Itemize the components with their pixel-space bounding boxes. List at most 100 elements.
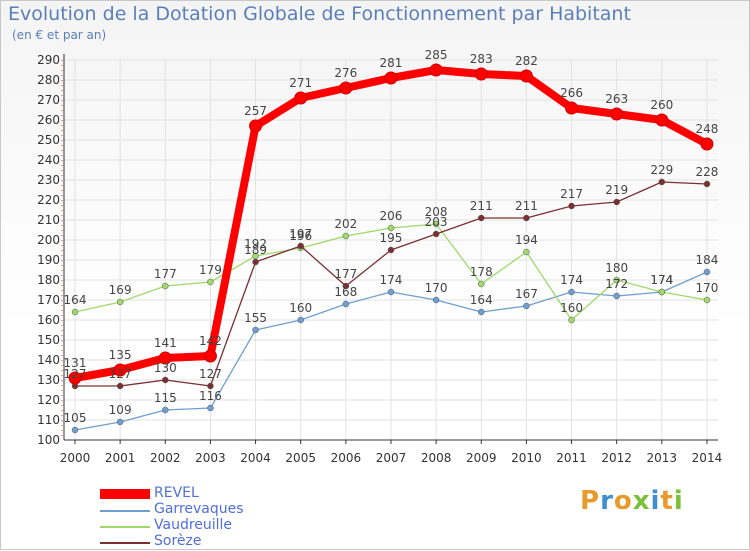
data-label-vaudreuille-2000: 164 [64, 293, 87, 307]
point-revel-2003 [203, 349, 217, 363]
data-label-garrevaques-2001: 109 [109, 403, 132, 417]
x-tick-label: 2007 [376, 451, 407, 465]
logo-letter: r [600, 486, 614, 516]
x-tick-label: 2013 [647, 451, 678, 465]
data-label-soreze-2005: 197 [289, 227, 312, 241]
data-label-revel-2004: 257 [244, 104, 267, 118]
y-tick-label: 230 [37, 173, 60, 187]
point-garrevaques-2011 [568, 288, 575, 296]
data-label-revel-2007: 281 [380, 56, 403, 70]
point-soreze-2005 [297, 242, 304, 250]
legend-swatch-revel [100, 489, 150, 499]
data-label-revel-2012: 263 [605, 92, 628, 106]
data-label-revel-2014: 248 [696, 122, 719, 136]
logo-letter: x [632, 486, 651, 516]
y-tick-label: 150 [37, 333, 60, 347]
point-garrevaques-2012 [613, 292, 620, 300]
point-revel-2012 [610, 107, 624, 121]
x-tick-label: 2012 [601, 451, 632, 465]
logo-letter: i [673, 486, 684, 516]
data-label-soreze-2012: 219 [605, 183, 628, 197]
data-label-garrevaques-2003: 116 [199, 389, 222, 403]
point-garrevaques-2007 [387, 288, 395, 296]
data-label-vaudreuille-2005: 196 [289, 229, 312, 243]
data-label-vaudreuille-2009: 178 [470, 265, 493, 279]
data-label-garrevaques-2011: 174 [560, 273, 583, 287]
point-garrevaques-2014 [703, 268, 711, 276]
point-vaudreuille-2009 [478, 280, 485, 288]
data-label-garrevaques-2012: 172 [605, 277, 628, 291]
point-revel-2010 [519, 69, 533, 83]
legend-swatch-garrevaques [100, 510, 150, 512]
y-tick-label: 130 [37, 373, 60, 387]
x-tick-label: 2000 [60, 451, 91, 465]
legend-label-revel: REVEL [154, 485, 199, 501]
data-label-soreze-2006: 177 [334, 267, 357, 281]
chart-subtitle: (en € et par an) [12, 28, 107, 42]
y-tick-label: 290 [37, 53, 60, 67]
x-tick-label: 2005 [285, 451, 316, 465]
point-revel-2014 [700, 137, 714, 151]
point-soreze-2014 [703, 180, 711, 188]
data-label-revel-2008: 285 [425, 48, 448, 62]
y-tick-label: 250 [37, 133, 60, 147]
point-soreze-2003 [207, 382, 214, 390]
logo-letter: t [660, 486, 674, 516]
data-label-garrevaques-2008: 170 [425, 281, 448, 295]
legend-label-vaudreuille: Vaudreuille [154, 517, 233, 533]
data-label-revel-2006: 276 [334, 66, 357, 80]
point-vaudreuille-2008 [432, 220, 440, 228]
legend-label-soreze: Sorèze [154, 533, 202, 549]
point-garrevaques-2004 [252, 326, 259, 334]
point-revel-2005 [294, 91, 308, 105]
point-garrevaques-2010 [523, 302, 530, 310]
y-tick-label: 220 [37, 193, 60, 207]
point-garrevaques-2009 [478, 308, 485, 316]
point-revel-2009 [474, 67, 488, 81]
point-garrevaques-2006 [342, 300, 350, 308]
data-label-vaudreuille-2013: 174 [650, 273, 673, 287]
point-revel-2008 [429, 63, 443, 77]
data-label-revel-2005: 271 [289, 76, 312, 90]
point-vaudreuille-2010 [523, 248, 530, 256]
data-label-garrevaques-2009: 164 [470, 293, 493, 307]
point-soreze-2008 [432, 230, 440, 238]
data-label-soreze-2000: 127 [64, 367, 87, 381]
data-label-revel-2001: 135 [109, 348, 132, 362]
y-tick-label: 180 [37, 273, 60, 287]
x-tick-label: 2008 [421, 451, 452, 465]
data-label-vaudreuille-2010: 194 [515, 233, 538, 247]
data-label-revel-2009: 283 [470, 52, 493, 66]
x-tick-label: 2009 [466, 451, 497, 465]
data-label-garrevaques-2014: 184 [696, 253, 719, 267]
data-label-vaudreuille-2007: 206 [380, 209, 403, 223]
data-labels: 105 109 115 116 155 160 168 174 170 164 167 174 172 1… [64, 48, 719, 425]
y-tick-label: 210 [37, 213, 60, 227]
data-label-garrevaques-2007: 174 [380, 273, 403, 287]
point-vaudreuille-2003 [207, 278, 214, 286]
point-soreze-2004 [252, 258, 259, 266]
x-tick-label: 2001 [105, 451, 136, 465]
y-tick-label: 190 [37, 253, 60, 267]
data-label-vaudreuille-2014: 170 [696, 281, 719, 295]
y-tick-label: 200 [37, 233, 60, 247]
point-vaudreuille-2007 [387, 224, 395, 232]
point-garrevaques-2000 [71, 426, 79, 434]
y-tick-label: 170 [37, 293, 60, 307]
point-soreze-2010 [523, 214, 530, 222]
point-soreze-2002 [162, 376, 169, 384]
data-label-soreze-2001: 127 [109, 367, 132, 381]
data-label-soreze-2002: 130 [154, 361, 177, 375]
point-revel-2004 [249, 119, 263, 133]
data-label-soreze-2011: 217 [560, 187, 583, 201]
point-soreze-2007 [387, 246, 395, 254]
data-label-soreze-2007: 195 [380, 231, 403, 245]
point-vaudreuille-2013 [658, 288, 666, 296]
data-label-revel-2011: 266 [560, 86, 583, 100]
point-revel-2001 [113, 363, 127, 377]
data-label-vaudreuille-2004: 192 [244, 237, 267, 251]
data-label-garrevaques-2010: 167 [515, 287, 538, 301]
logo-letter: i [650, 486, 661, 516]
